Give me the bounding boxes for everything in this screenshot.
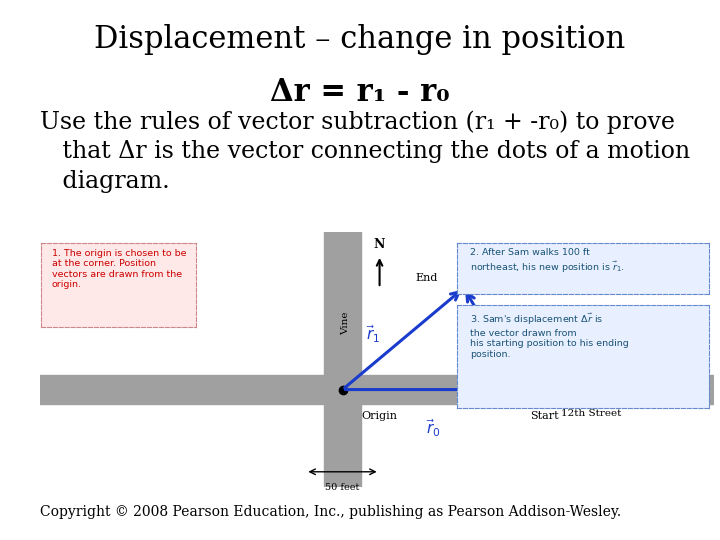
Text: $\vec{r}_0$: $\vec{r}_0$ (426, 417, 441, 439)
Text: Start: Start (530, 411, 559, 421)
Text: Vine: Vine (341, 312, 351, 335)
Text: $\Delta\vec{r}$: $\Delta\vec{r}$ (518, 329, 537, 348)
Text: N: N (374, 238, 385, 251)
Text: that Δr is the vector connecting the dots of a motion: that Δr is the vector connecting the dot… (40, 140, 690, 164)
Text: Copyright © 2008 Pearson Education, Inc., publishing as Pearson Addison-Wesley.: Copyright © 2008 Pearson Education, Inc.… (40, 505, 621, 519)
Text: 3. Sam's displacement $\Delta\vec{r}$ is
the vector drawn from
his starting posi: 3. Sam's displacement $\Delta\vec{r}$ is… (470, 312, 629, 359)
Text: $\vec{r}_1$: $\vec{r}_1$ (366, 323, 380, 345)
Text: Δr = r₁ - r₀: Δr = r₁ - r₀ (270, 77, 450, 107)
Text: Use the rules of vector subtraction (r₁ + -r₀) to prove: Use the rules of vector subtraction (r₁ … (40, 111, 675, 134)
Text: 2. After Sam walks 100 ft
northeast, his new position is $\vec{r}_1$.: 2. After Sam walks 100 ft northeast, his… (470, 248, 625, 274)
Text: 12th Street: 12th Street (562, 409, 622, 418)
Text: End: End (415, 273, 438, 283)
Text: Displacement – change in position: Displacement – change in position (94, 24, 626, 55)
Text: Origin: Origin (361, 411, 397, 421)
Text: diagram.: diagram. (40, 170, 169, 193)
Text: 50 feet: 50 feet (325, 483, 360, 492)
Text: 1. The origin is chosen to be
at the corner. Position
vectors are drawn from the: 1. The origin is chosen to be at the cor… (52, 249, 186, 289)
